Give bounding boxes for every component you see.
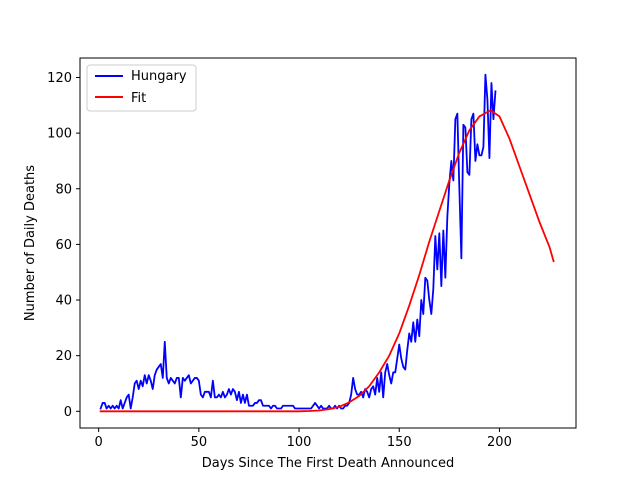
y-axis-label: Number of Daily Deaths (23, 165, 38, 321)
x-tick-label: 100 (287, 435, 312, 450)
series-line-fit (99, 109, 555, 413)
series-layer (99, 73, 555, 413)
y-tick-label: 80 (55, 182, 72, 197)
y-tick-label: 40 (55, 294, 72, 309)
plot-area (79, 57, 577, 429)
legend-label-fit: Fit (131, 91, 146, 106)
y-axis: 0 20 40 60 80 100 120 (47, 71, 80, 420)
x-axis: 0 50 100 150 200 (94, 428, 512, 450)
x-tick-label: 150 (387, 435, 412, 450)
y-tick-label: 60 (55, 238, 72, 253)
x-tick-label: 0 (94, 435, 102, 450)
legend: Hungary Fit (86, 64, 197, 112)
y-tick-label: 100 (47, 127, 72, 142)
plot-frame (79, 57, 577, 429)
x-axis-label: Days Since The First Death Announced (202, 456, 454, 471)
y-tick-label: 0 (64, 405, 72, 420)
x-tick-label: 50 (191, 435, 208, 450)
y-tick-label: 20 (55, 349, 72, 364)
y-tick-label: 120 (47, 71, 72, 86)
series-line-hungary (99, 73, 497, 410)
x-tick-label: 200 (487, 435, 512, 450)
plot-background (80, 58, 576, 428)
legend-label-hungary: Hungary (131, 69, 187, 84)
